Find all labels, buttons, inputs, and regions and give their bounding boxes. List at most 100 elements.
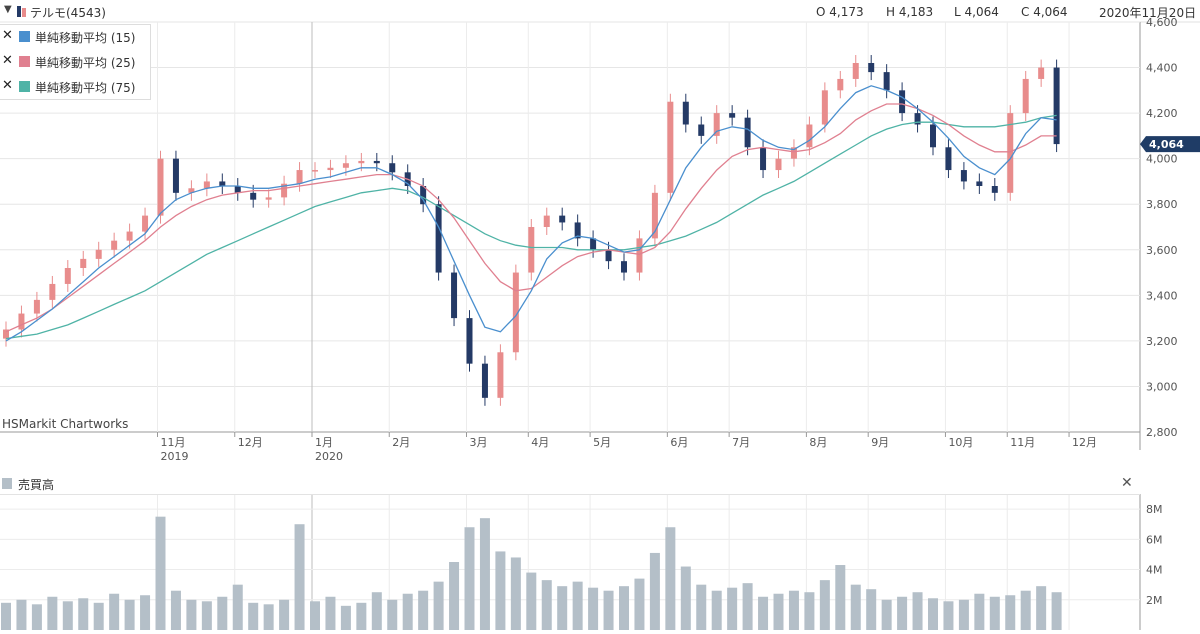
candle-body	[342, 163, 349, 168]
legend-label: 単純移動平均 (75)	[35, 81, 136, 95]
x-tick-year: 2019	[161, 450, 189, 463]
candle-body	[1053, 67, 1060, 145]
x-tick-label: 6月	[670, 436, 688, 449]
candlestick-icon-svg	[17, 6, 26, 17]
volume-bar	[294, 524, 305, 630]
candlestick-icon	[17, 6, 27, 17]
low-value: L 4,064	[954, 5, 999, 19]
volume-bar	[1020, 590, 1031, 630]
candle-body	[157, 158, 164, 216]
close-icon[interactable]: ✕	[1121, 475, 1133, 491]
volume-bar	[479, 518, 490, 630]
volume-bar	[402, 593, 413, 630]
sma25-line	[5, 103, 1057, 333]
candle-body	[899, 90, 906, 114]
candle-body	[574, 222, 581, 239]
candle-body	[420, 186, 427, 205]
volume-bar	[109, 593, 120, 630]
close-icon[interactable]: ✕	[2, 28, 13, 43]
volume-bar	[433, 581, 444, 630]
volume-swatch	[2, 478, 12, 489]
volume-bar	[866, 589, 877, 630]
volume-bar	[140, 595, 151, 630]
candle-body	[373, 160, 380, 164]
indicator-legend: ✕ 単純移動平均 (15) ✕ 単純移動平均 (25) ✕ 単純移動平均 (75…	[0, 24, 151, 100]
candle-body	[976, 181, 983, 186]
y-tick-label: 3,600	[1146, 244, 1178, 257]
candle-body	[1022, 78, 1029, 114]
volume-bar	[93, 602, 104, 630]
watermark: HSMarkit Chartworks	[2, 417, 129, 431]
x-tick-label: 8月	[809, 436, 827, 449]
y-tick-label: 3,800	[1146, 198, 1178, 211]
legend-swatch	[19, 81, 30, 92]
volume-bar	[371, 592, 382, 630]
volume-bar	[742, 583, 753, 630]
candle-body	[234, 186, 241, 193]
volume-bar	[217, 596, 228, 630]
x-tick-label: 12月	[238, 436, 263, 449]
symbol-title: テルモ(4543)	[30, 6, 106, 20]
y-tick-label: 3,400	[1146, 289, 1178, 302]
candle-body	[3, 329, 9, 339]
candle-body	[126, 231, 133, 241]
candle-body	[466, 318, 473, 364]
volume-bar	[912, 592, 923, 630]
y-tick-label: 4,000	[1146, 153, 1178, 166]
candle-body	[605, 249, 612, 262]
open-value: O 4,173	[816, 5, 864, 19]
candle-body	[698, 124, 705, 136]
close-icon[interactable]: ✕	[2, 53, 13, 68]
volume-bar	[819, 580, 830, 630]
close-icon[interactable]: ✕	[2, 78, 13, 93]
candle-body	[713, 113, 720, 136]
candle-body	[1007, 113, 1014, 193]
volume-bar	[449, 562, 460, 630]
volume-bar	[634, 578, 645, 630]
candle-body	[729, 113, 736, 118]
volume-bar	[16, 599, 27, 630]
volume-bar	[310, 601, 320, 630]
sma15-line	[5, 85, 1057, 342]
last-price-tag	[1140, 136, 1200, 153]
volume-bar	[263, 604, 274, 630]
volume-bar	[974, 593, 985, 630]
x-tick-label: 11月	[1010, 436, 1035, 449]
volume-bar	[510, 557, 521, 630]
candle-body	[837, 78, 844, 91]
candle-body	[868, 63, 875, 73]
volume-bar	[279, 599, 290, 630]
volume-bar	[47, 596, 58, 630]
volume-bar	[665, 527, 676, 630]
volume-bar	[541, 580, 552, 630]
chevron-down-icon[interactable]: ▼	[4, 4, 12, 15]
y-tick-label: 4,600	[1146, 16, 1178, 29]
candle-body	[281, 183, 288, 198]
volume-bar	[248, 602, 259, 630]
sma75-line	[5, 114, 1057, 340]
volume-bar	[232, 584, 243, 630]
candle-body	[790, 147, 797, 159]
y-tick-label: 4,200	[1146, 107, 1178, 120]
volume-bar	[989, 596, 1000, 630]
candle-body	[528, 227, 535, 273]
volume-bar	[387, 599, 398, 630]
candle-body	[512, 272, 519, 353]
x-tick-label: 7月	[732, 436, 750, 449]
volume-bar	[943, 601, 954, 630]
volume-bar	[155, 516, 166, 630]
candle-body	[312, 170, 318, 172]
volume-bar	[881, 599, 892, 630]
volume-bar	[464, 527, 475, 630]
volume-panel-header: 売買高 ✕	[0, 474, 1140, 495]
x-tick-year: 2020	[315, 450, 343, 463]
candle-body	[64, 268, 71, 284]
volume-title: 売買高	[18, 478, 55, 492]
x-tick-label: 12月	[1072, 436, 1097, 449]
volume-bar	[186, 599, 197, 630]
volume-bar	[619, 586, 629, 630]
volume-bar	[835, 565, 846, 630]
candle-body	[80, 258, 87, 268]
volume-bar	[557, 586, 568, 630]
